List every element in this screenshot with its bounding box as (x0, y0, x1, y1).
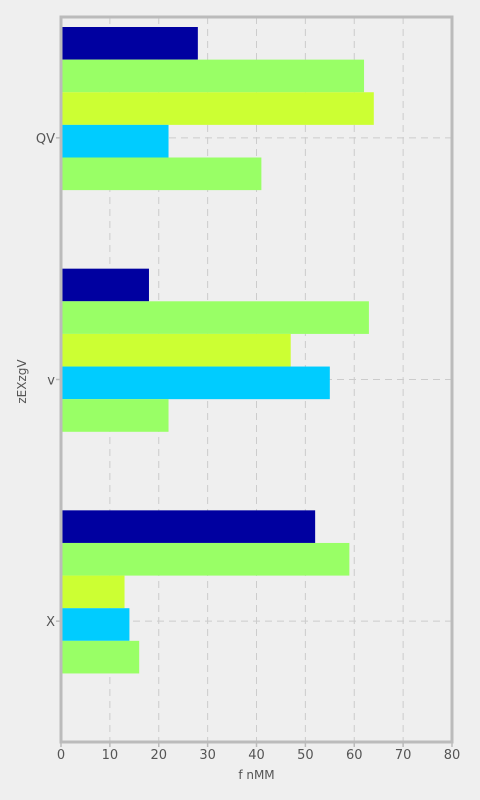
x-axis-label: f nMM (238, 768, 274, 782)
x-tick-label: 10 (102, 748, 119, 763)
bar (62, 301, 369, 334)
x-tick-label: 50 (297, 748, 314, 763)
x-tick-label: 70 (395, 748, 412, 763)
bar (62, 59, 365, 93)
bar (62, 575, 125, 609)
bar (62, 27, 198, 60)
bar (62, 268, 149, 302)
x-tick-label: 0 (57, 748, 65, 763)
bar (62, 157, 262, 191)
bar (62, 640, 140, 674)
bar (62, 399, 169, 432)
x-tick-label: 30 (199, 748, 216, 763)
bar (62, 542, 350, 576)
bar (62, 92, 374, 125)
x-tick-label: 80 (444, 748, 461, 763)
x-tick-label: 40 (248, 748, 265, 763)
y-tick-label: QV (36, 132, 55, 147)
y-tick-labels: QV v X (36, 132, 55, 630)
y-tick-label: v (47, 374, 55, 389)
x-tick-labels: 0 10 20 30 40 50 60 70 80 (57, 748, 460, 763)
bar (62, 510, 316, 543)
bar (62, 608, 130, 641)
ticks (56, 137, 453, 747)
y-tick-label: X (46, 615, 55, 630)
bar (62, 333, 291, 367)
bar (62, 366, 330, 400)
x-tick-label: 20 (150, 748, 167, 763)
x-tick-label: 60 (346, 748, 363, 763)
y-axis-label: zEXzgV (15, 359, 29, 404)
bars (62, 27, 374, 674)
bar (62, 124, 169, 158)
